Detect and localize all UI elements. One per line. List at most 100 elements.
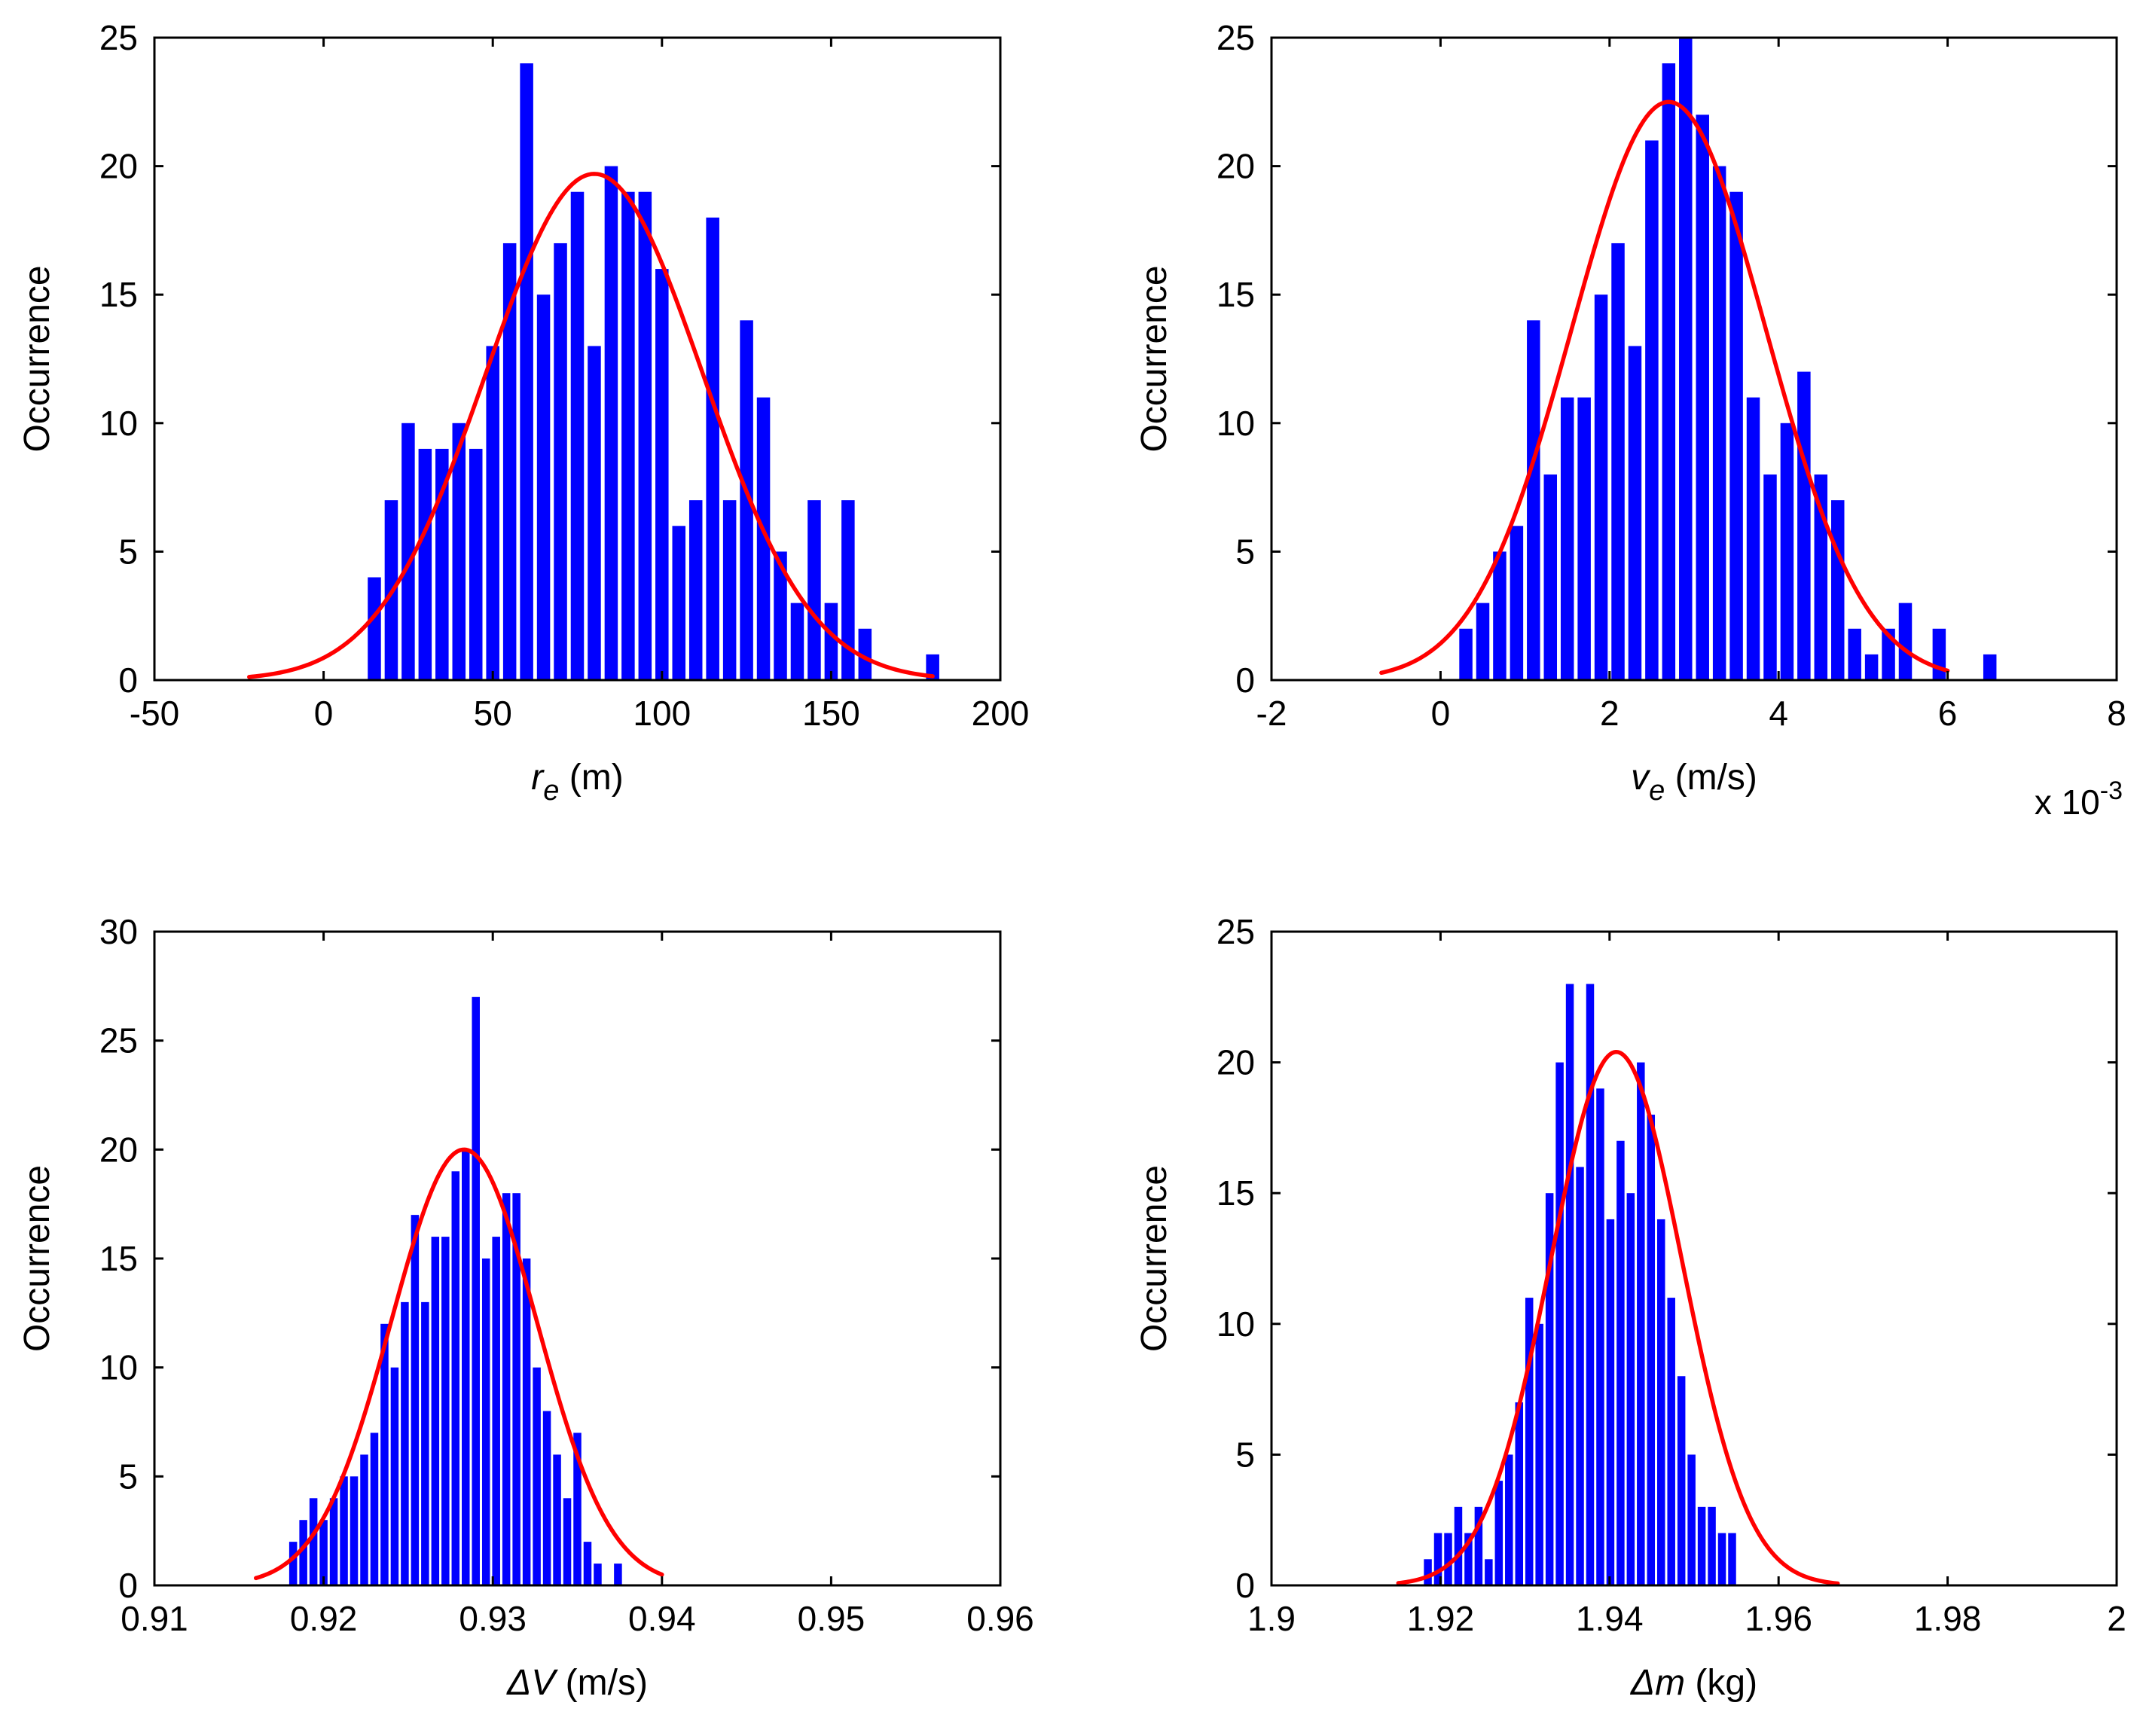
histogram-bar (1628, 346, 1642, 680)
axes-frame (1270, 36, 2118, 682)
histogram-bar (368, 577, 381, 680)
y-tick-label: 0 (118, 661, 138, 700)
histogram-bar (1577, 397, 1591, 680)
y-tick-label: 30 (99, 912, 138, 951)
x-axis-unit: (m/s) (1665, 758, 1757, 798)
histogram-bar (1662, 63, 1676, 681)
histogram-bar (563, 1498, 572, 1585)
histogram-bar (1717, 1533, 1726, 1585)
axis-multiplier-base: x 10 (2035, 783, 2100, 822)
y-tick-label: 15 (99, 1239, 138, 1278)
histogram-bar (1527, 320, 1540, 680)
histogram-bar (1729, 191, 1743, 681)
y-tick-label: 15 (1217, 1173, 1255, 1213)
y-tick-label: 0 (1235, 661, 1255, 700)
histogram-bar (604, 166, 618, 681)
x-axis-subscript: e (1649, 775, 1665, 807)
x-axis-label: ΔV (m/s) (506, 1663, 648, 1703)
histogram-bar (1576, 1167, 1584, 1585)
histogram-bar (1797, 371, 1811, 680)
histogram-bar (350, 1476, 359, 1585)
histogram-bar (858, 628, 872, 680)
histogram-bar (435, 448, 449, 680)
x-tick-label: 2 (2107, 1599, 2126, 1638)
histogram-bar (722, 500, 737, 680)
x-tick-label: 1.96 (1745, 1599, 1812, 1638)
histogram-bar (774, 551, 787, 680)
histogram-bar (1656, 1219, 1665, 1585)
x-tick-label: 0.93 (459, 1599, 527, 1638)
histogram-bar (1645, 140, 1659, 681)
x-tick-label: 6 (1938, 694, 1958, 733)
histogram-bar (288, 1542, 298, 1585)
histogram-bar (512, 1193, 520, 1585)
histogram-bar (329, 1498, 338, 1585)
x-axis-label: Δm (kg) (1630, 1663, 1757, 1703)
y-axis-label: Occurrence (1134, 265, 1174, 452)
histogram-bar (1677, 1376, 1686, 1585)
x-axis-symbol: Δm (1630, 1663, 1685, 1703)
histogram-bar (1616, 1140, 1625, 1585)
histogram-bar (824, 603, 838, 680)
histogram-bar (1814, 474, 1828, 680)
histogram-bar (502, 243, 517, 681)
histogram-bar (655, 269, 669, 681)
histogram-bar (1983, 654, 1997, 680)
chart-panel-3: 0.91 0.92 0.93 0.94 0.95 0.96 0 5 10 15 20 25 30 Occu… (17, 912, 1034, 1703)
histogram-bar (536, 294, 551, 680)
y-tick-label: 5 (1235, 532, 1255, 571)
x-axis-unit: (m/s) (555, 1663, 648, 1703)
histogram-bar (390, 1367, 399, 1585)
x-tick-label: 0 (314, 694, 334, 733)
histogram-bar (553, 1454, 561, 1585)
histogram-bar (1493, 551, 1507, 680)
axes-frame (153, 36, 1002, 682)
histogram-bar (790, 603, 804, 680)
y-tick-label: 25 (1217, 18, 1255, 57)
histogram-bar (340, 1476, 348, 1585)
histogram-bar (441, 1237, 450, 1585)
x-tick-label: 0.94 (628, 1599, 696, 1638)
histogram-bar (1565, 984, 1574, 1585)
y-tick-label: 5 (118, 1457, 138, 1496)
histogram-bar (542, 1411, 551, 1585)
x-tick-label: 1.94 (1576, 1599, 1644, 1638)
x-axis-unit: (kg) (1685, 1663, 1757, 1703)
histogram-bar (672, 526, 686, 680)
histogram-bar (1780, 423, 1794, 680)
histogram-bar (462, 1149, 470, 1585)
x-tick-label: 0.96 (966, 1599, 1034, 1638)
histogram-bar (554, 243, 567, 681)
x-tick-label: 0.92 (290, 1599, 358, 1638)
y-axis-label: Occurrence (17, 1165, 57, 1352)
x-tick-label: 0.91 (121, 1599, 188, 1638)
histogram-bar (1474, 1506, 1483, 1585)
histogram-bar (614, 1564, 622, 1585)
histogram-bar (756, 397, 771, 680)
y-tick-label: 20 (99, 147, 138, 186)
y-axis-label: Occurrence (17, 265, 57, 452)
axes-frame (1270, 930, 2118, 1587)
x-axis-symbol: ΔV (506, 1663, 558, 1703)
histogram-bar (1586, 984, 1595, 1585)
histogram-bar (841, 500, 855, 680)
histogram-bar (1535, 1323, 1543, 1585)
histogram-bar (570, 191, 585, 681)
histogram-bar (1606, 1219, 1615, 1585)
y-tick-label: 25 (1217, 912, 1255, 951)
histogram-bar (319, 1520, 328, 1585)
histogram-bar (401, 423, 415, 680)
x-tick-label: 1.92 (1407, 1599, 1475, 1638)
histogram-bar (1712, 166, 1726, 681)
y-tick-label: 15 (99, 275, 138, 314)
x-axis-symbol: v (1631, 758, 1651, 798)
x-axis-unit: (m) (559, 758, 623, 798)
histogram-bar (688, 500, 703, 680)
y-tick-label: 0 (118, 1566, 138, 1605)
histogram-bar (588, 346, 601, 680)
histogram-bar (1433, 1533, 1442, 1585)
x-axis-symbol: r (531, 758, 545, 798)
histogram-bar (1763, 474, 1777, 680)
